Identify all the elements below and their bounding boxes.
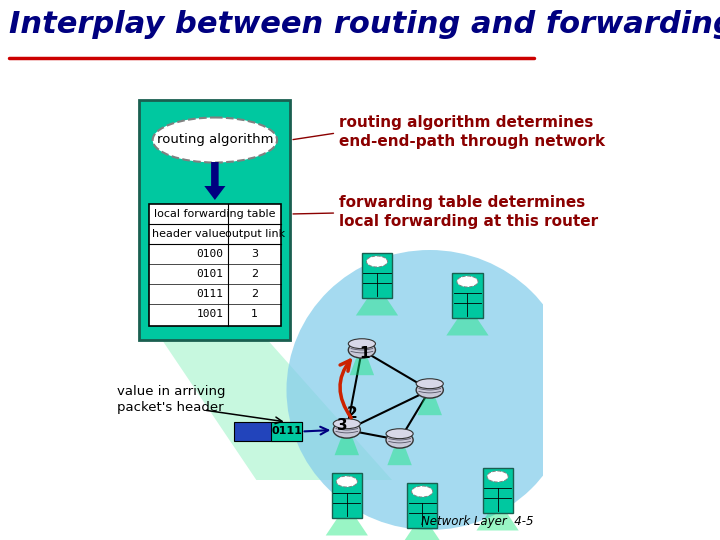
FancyBboxPatch shape bbox=[234, 422, 302, 441]
FancyBboxPatch shape bbox=[362, 253, 392, 298]
Polygon shape bbox=[401, 528, 444, 540]
Ellipse shape bbox=[386, 432, 413, 448]
FancyBboxPatch shape bbox=[148, 204, 282, 326]
FancyBboxPatch shape bbox=[407, 483, 437, 528]
Text: 3: 3 bbox=[251, 249, 258, 259]
FancyBboxPatch shape bbox=[140, 100, 290, 340]
Ellipse shape bbox=[412, 486, 433, 497]
Text: 1: 1 bbox=[359, 346, 369, 361]
Polygon shape bbox=[387, 447, 412, 465]
FancyBboxPatch shape bbox=[482, 468, 513, 512]
Ellipse shape bbox=[457, 276, 478, 287]
Ellipse shape bbox=[416, 382, 444, 398]
Ellipse shape bbox=[348, 339, 375, 349]
Text: local forwarding table: local forwarding table bbox=[154, 209, 276, 219]
Text: 2: 2 bbox=[251, 269, 258, 279]
Text: forwarding table determines
local forwarding at this router: forwarding table determines local forwar… bbox=[339, 195, 598, 228]
Text: 1: 1 bbox=[251, 309, 258, 319]
Polygon shape bbox=[325, 517, 368, 536]
FancyBboxPatch shape bbox=[271, 422, 302, 441]
Text: 0101: 0101 bbox=[197, 269, 224, 279]
Text: routing algorithm determines
end-end-path through network: routing algorithm determines end-end-pat… bbox=[339, 115, 606, 148]
FancyBboxPatch shape bbox=[452, 273, 482, 318]
Polygon shape bbox=[204, 162, 225, 200]
Text: Network Layer  4-5: Network Layer 4-5 bbox=[421, 515, 534, 528]
Text: 2: 2 bbox=[347, 406, 358, 421]
Text: 1001: 1001 bbox=[197, 309, 224, 319]
Text: output link: output link bbox=[225, 229, 284, 239]
Ellipse shape bbox=[366, 256, 387, 267]
Polygon shape bbox=[418, 397, 442, 415]
Text: routing algorithm: routing algorithm bbox=[157, 133, 273, 146]
Text: 3: 3 bbox=[337, 418, 348, 433]
Text: header value: header value bbox=[151, 229, 225, 239]
Polygon shape bbox=[446, 318, 489, 335]
Polygon shape bbox=[356, 298, 398, 315]
Polygon shape bbox=[350, 357, 374, 375]
Ellipse shape bbox=[333, 422, 361, 438]
Ellipse shape bbox=[336, 476, 357, 487]
Text: 0111: 0111 bbox=[271, 427, 302, 436]
FancyBboxPatch shape bbox=[332, 472, 362, 517]
Ellipse shape bbox=[153, 118, 277, 163]
Ellipse shape bbox=[416, 379, 444, 389]
Ellipse shape bbox=[333, 418, 361, 429]
Text: value in arriving
packet's header: value in arriving packet's header bbox=[117, 385, 225, 414]
Ellipse shape bbox=[287, 250, 573, 530]
Polygon shape bbox=[477, 512, 518, 530]
Polygon shape bbox=[162, 340, 392, 480]
Ellipse shape bbox=[386, 429, 413, 438]
Ellipse shape bbox=[487, 471, 508, 482]
Text: 2: 2 bbox=[251, 289, 258, 299]
Polygon shape bbox=[335, 437, 359, 455]
Text: 0100: 0100 bbox=[197, 249, 224, 259]
Text: Interplay between routing and forwarding: Interplay between routing and forwarding bbox=[9, 10, 720, 39]
Text: 0111: 0111 bbox=[197, 289, 224, 299]
Ellipse shape bbox=[348, 342, 375, 358]
